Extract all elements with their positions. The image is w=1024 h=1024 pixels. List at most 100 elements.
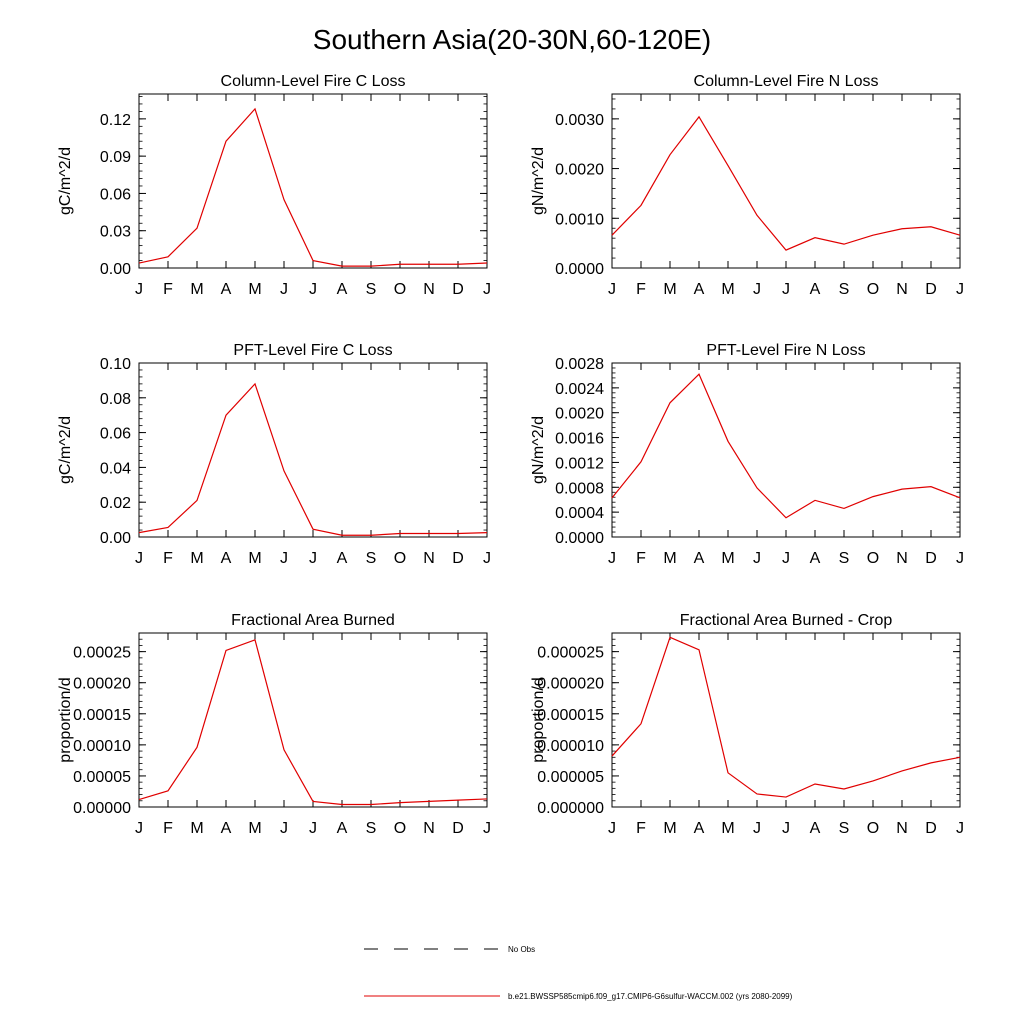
x-tick-label: J [280,281,288,298]
x-tick-label: J [956,550,964,567]
y-tick-label: 0.00000 [73,800,131,817]
x-tick-label: A [221,550,232,567]
x-tick-label: A [810,550,821,567]
y-tick-label: 0.000020 [537,676,604,693]
y-tick-label: 0.0004 [555,505,604,522]
legend-label: No Obs [508,945,535,954]
y-tick-label: 0.000000 [537,800,604,817]
x-tick-label: N [423,550,435,567]
x-tick-label: S [839,550,850,567]
y-tick-label: 0.06 [100,426,131,443]
x-tick-label: J [753,550,761,567]
x-tick-label: M [721,550,734,567]
y-tick-label: 0.00025 [73,645,131,662]
y-tick-label: 0.0020 [555,406,604,423]
x-tick-label: M [190,550,203,567]
main-title: Southern Asia(20-30N,60-120E) [313,24,711,55]
x-tick-label: M [663,550,676,567]
x-tick-label: D [925,550,937,567]
x-tick-label: J [782,550,790,567]
y-tick-label: 0.00010 [73,738,131,755]
y-tick-label: 0.06 [100,186,131,203]
x-tick-label: F [163,281,173,298]
x-tick-label: S [839,820,850,837]
y-tick-label: 0.0030 [555,112,604,129]
y-tick-label: 0.0016 [555,431,604,448]
x-tick-label: D [925,281,937,298]
panel-title: Fractional Area Burned - Crop [680,612,893,629]
x-tick-label: J [956,281,964,298]
x-tick-label: O [394,550,406,567]
y-tick-label: 0.03 [100,224,131,241]
x-tick-label: D [925,820,937,837]
y-tick-label: 0.0024 [555,381,604,398]
x-tick-label: J [135,281,143,298]
x-tick-label: J [608,550,616,567]
x-tick-label: J [782,820,790,837]
x-tick-label: J [135,550,143,567]
x-tick-label: A [810,820,821,837]
y-tick-label: 0.000015 [537,707,604,724]
y-axis-label: gN/m^2/d [530,147,547,215]
x-tick-label: M [190,820,203,837]
x-tick-label: O [867,550,879,567]
x-tick-label: F [163,550,173,567]
y-axis-label: proportion/d [57,677,74,762]
x-tick-label: D [452,281,464,298]
y-tick-label: 0.04 [100,460,131,477]
x-tick-label: N [896,550,908,567]
x-tick-label: M [663,281,676,298]
x-tick-label: J [309,550,317,567]
y-tick-label: 0.0000 [555,530,604,547]
y-axis-label: proportion/d [530,677,547,762]
x-tick-label: S [366,820,377,837]
y-tick-label: 0.0008 [555,480,604,497]
panel-title: PFT-Level Fire C Loss [233,342,392,359]
x-tick-label: J [483,281,491,298]
y-tick-label: 0.00005 [73,769,131,786]
x-tick-label: J [956,820,964,837]
legend-label: b.e21.BWSSP585cmip6.f09_g17.CMIP6-G6sulf… [508,992,793,1001]
y-tick-label: 0.00015 [73,707,131,724]
x-tick-label: M [248,820,261,837]
x-tick-label: O [394,820,406,837]
x-tick-label: S [839,281,850,298]
x-tick-label: A [337,550,348,567]
x-tick-label: A [694,281,705,298]
y-tick-label: 0.0020 [555,162,604,179]
y-tick-label: 0.12 [100,112,131,129]
x-tick-label: N [896,820,908,837]
x-tick-label: S [366,550,377,567]
x-tick-label: J [280,820,288,837]
x-tick-label: J [135,820,143,837]
x-tick-label: F [636,281,646,298]
y-tick-label: 0.09 [100,149,131,166]
x-tick-label: J [280,550,288,567]
y-axis-label: gC/m^2/d [57,147,74,215]
x-tick-label: M [248,550,261,567]
x-tick-label: O [394,281,406,298]
x-tick-label: N [896,281,908,298]
x-tick-label: A [810,281,821,298]
y-tick-label: 0.02 [100,495,131,512]
y-tick-label: 0.08 [100,391,131,408]
y-tick-label: 0.000005 [537,769,604,786]
y-tick-label: 0.000025 [537,645,604,662]
y-axis-label: gC/m^2/d [57,416,74,484]
x-tick-label: N [423,281,435,298]
x-tick-label: F [163,820,173,837]
x-tick-label: J [608,820,616,837]
y-tick-label: 0.0000 [555,261,604,278]
panel-title: PFT-Level Fire N Loss [706,342,865,359]
x-tick-label: J [608,281,616,298]
y-axis-label: gN/m^2/d [530,416,547,484]
x-tick-label: J [782,281,790,298]
x-tick-label: D [452,820,464,837]
